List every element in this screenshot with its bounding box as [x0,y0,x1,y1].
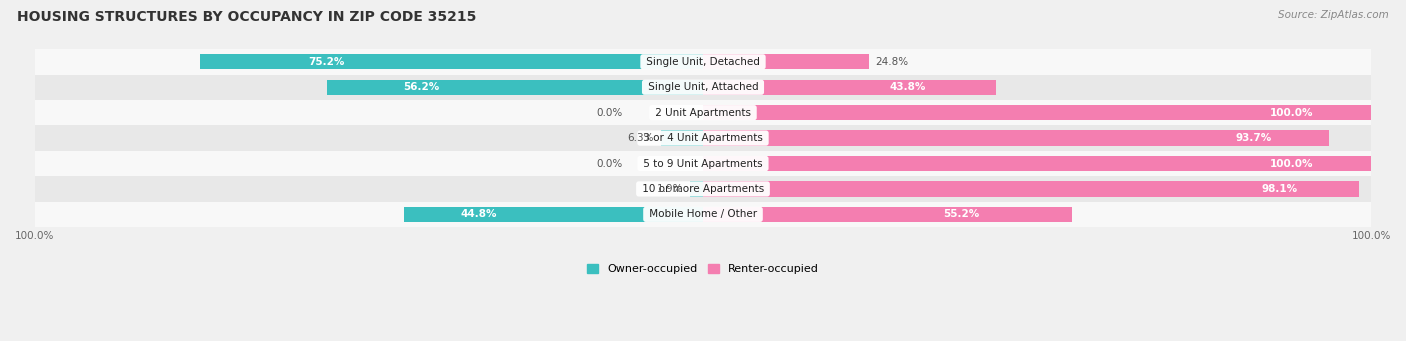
Text: Mobile Home / Other: Mobile Home / Other [645,209,761,219]
Bar [35,125,1371,151]
Bar [35,176,1371,202]
Bar [703,156,1371,171]
Text: 6.3%: 6.3% [627,133,654,143]
Legend: Owner-occupied, Renter-occupied: Owner-occupied, Renter-occupied [582,259,824,279]
Text: 100.0%: 100.0% [1270,108,1313,118]
Text: 0.0%: 0.0% [596,159,623,168]
Bar [703,79,995,95]
Text: 93.7%: 93.7% [1236,133,1272,143]
Bar [690,181,703,196]
Bar [703,105,1371,120]
Text: 0.0%: 0.0% [596,108,623,118]
Bar [404,207,703,222]
Bar [661,131,703,146]
Text: 5 to 9 Unit Apartments: 5 to 9 Unit Apartments [640,159,766,168]
Bar [35,100,1371,125]
Text: Source: ZipAtlas.com: Source: ZipAtlas.com [1278,10,1389,20]
Bar [35,151,1371,176]
Text: 56.2%: 56.2% [404,82,440,92]
Text: 10 or more Apartments: 10 or more Apartments [638,184,768,194]
Text: 43.8%: 43.8% [890,82,927,92]
Text: 75.2%: 75.2% [308,57,344,67]
Text: 3 or 4 Unit Apartments: 3 or 4 Unit Apartments [640,133,766,143]
Text: Single Unit, Detached: Single Unit, Detached [643,57,763,67]
Text: HOUSING STRUCTURES BY OCCUPANCY IN ZIP CODE 35215: HOUSING STRUCTURES BY OCCUPANCY IN ZIP C… [17,10,477,24]
Text: 98.1%: 98.1% [1261,184,1298,194]
Bar [703,54,869,70]
Bar [35,49,1371,75]
Text: 2 Unit Apartments: 2 Unit Apartments [652,108,754,118]
Bar [35,75,1371,100]
Bar [703,181,1358,196]
Text: 44.8%: 44.8% [460,209,496,219]
Text: 55.2%: 55.2% [943,209,980,219]
Bar [703,131,1329,146]
Text: Single Unit, Attached: Single Unit, Attached [644,82,762,92]
Text: 100.0%: 100.0% [1270,159,1313,168]
Bar [35,202,1371,227]
Bar [703,207,1071,222]
Bar [703,156,770,171]
Bar [703,105,770,120]
Bar [328,79,703,95]
Text: 1.9%: 1.9% [657,184,683,194]
Text: 24.8%: 24.8% [876,57,908,67]
Bar [201,54,703,70]
